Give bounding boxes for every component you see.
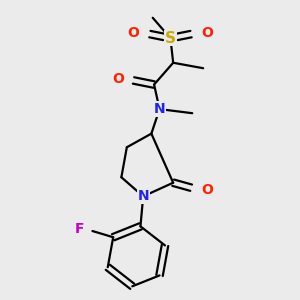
Text: N: N <box>137 189 149 203</box>
Text: O: O <box>201 182 213 197</box>
Text: O: O <box>128 26 140 40</box>
Text: S: S <box>165 31 176 46</box>
Text: O: O <box>201 26 213 40</box>
Text: N: N <box>154 102 165 116</box>
Text: O: O <box>113 72 124 86</box>
Text: F: F <box>74 222 84 236</box>
